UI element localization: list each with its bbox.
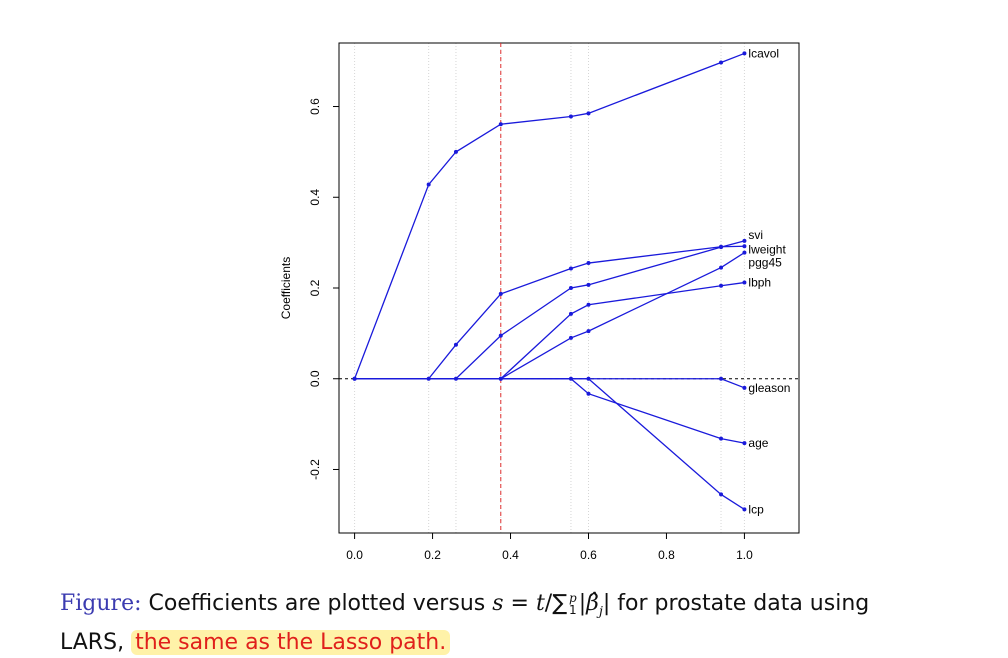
x-tick-label-2: 0.4 [502, 548, 519, 562]
y-axis-title: Coefficients [279, 257, 293, 319]
series-lcavol-point-4 [568, 114, 573, 119]
x-tick-label-4: 0.8 [658, 548, 675, 562]
series-pgg45-point-5 [742, 250, 747, 255]
series-lcp-point-1 [586, 376, 591, 381]
series-age-point-3 [719, 436, 724, 441]
series-label-age: age [748, 436, 768, 450]
series-lcavol-point-3 [498, 122, 503, 127]
caption-line-1: Figure: Coefficients are plotted versus … [60, 588, 1004, 627]
series-pgg45-point-4 [719, 265, 724, 270]
y-tick-label-4: 0.6 [308, 98, 322, 115]
series-lcavol-point-6 [719, 60, 724, 65]
x-tick-label-0: 0.0 [346, 548, 363, 562]
series-svi-point-3 [568, 286, 573, 290]
formula-s: s [492, 591, 504, 616]
series-svi-point-2 [498, 333, 503, 338]
caption-line-2: LARS, the same as the Lasso path. [60, 627, 1004, 658]
caption-text-before: Coefficients are plotted versus [141, 591, 493, 616]
series-age-point-2 [586, 391, 591, 396]
series-lweight-point-3 [498, 291, 503, 296]
caption-line2-start: LARS, [60, 630, 132, 656]
x-axis: 0.0 0.2 0.4 0.6 0.8 1.0 [346, 533, 753, 562]
series-lweight-point-5 [586, 261, 591, 266]
series-label-pgg45: pgg45 [748, 256, 782, 270]
series-svi-point-6 [742, 238, 747, 243]
x-tick-label-5: 1.0 [736, 548, 753, 562]
y-tick-label-3: 0.4 [308, 189, 322, 206]
caption-prefix: Figure: [60, 591, 142, 616]
series-age-point-4 [742, 441, 747, 446]
series-lbph-point-5 [742, 280, 747, 285]
series-gleason-point-2 [742, 385, 747, 390]
series-lcavol-point-7 [742, 51, 747, 56]
series-label-lcavol: lcavol [748, 46, 779, 60]
series-label-lbph: lbph [748, 276, 771, 290]
y-tick-label-2: 0.2 [308, 279, 322, 296]
series-pgg45-point-2 [568, 335, 573, 340]
series-gleason-point-1 [719, 376, 724, 381]
y-tick-label-1: 0.0 [308, 370, 322, 387]
series-lweight-point-2 [453, 342, 458, 347]
formula-t: t [535, 591, 545, 616]
series-label-svi: svi [748, 228, 763, 242]
formula-sum-lower: 1 [569, 603, 577, 617]
series-svi-line [354, 240, 745, 380]
series-layer [352, 51, 747, 512]
series-lbph-point-4 [719, 283, 724, 288]
formula-sum: ∑ [552, 591, 568, 616]
series-label-lweight: lweight [748, 242, 786, 256]
grid-layer [354, 43, 745, 533]
series-label-lcp: lcp [748, 502, 764, 516]
series-lcavol-point-2 [453, 149, 458, 154]
series-lcavol-point-5 [586, 111, 591, 116]
series-lcp-point-3 [742, 507, 747, 512]
y-axis: -0.2 0.0 0.2 0.4 0.6 [308, 98, 339, 480]
caption-text-after: for prostate data using [610, 591, 870, 616]
series-lweight-point-6 [719, 244, 724, 249]
series-gleason-line [354, 378, 745, 389]
formula-abs-close: | [602, 591, 611, 616]
y-tick-label-0: -0.2 [308, 459, 322, 480]
x-tick-label-1: 0.2 [424, 548, 441, 562]
formula-div: / [544, 591, 553, 616]
series-age-line [354, 378, 745, 444]
series-lcp-point-2 [719, 492, 724, 497]
formula-sum-upper: p [569, 591, 577, 605]
series-pgg45-line [354, 252, 745, 380]
formula-sub-j: j [598, 604, 603, 620]
series-pgg45-point-3 [586, 329, 591, 334]
series-label-gleason: gleason [748, 381, 790, 395]
series-lbph-point-3 [586, 302, 591, 307]
formula-abs: |β̂ [578, 591, 599, 616]
series-lcp-line [354, 378, 745, 510]
figure-caption: Figure: Coefficients are plotted versus … [60, 588, 1004, 658]
caption-highlight: the same as the Lasso path. [131, 630, 451, 656]
series-svi-point-4 [586, 282, 591, 287]
origin-point [352, 376, 357, 381]
series-lweight-line [354, 245, 745, 380]
series-lcavol-line [353, 52, 745, 379]
series-lbph-point-2 [568, 311, 573, 316]
formula-eq: = [503, 591, 536, 616]
series-lcavol-point-1 [426, 182, 431, 187]
series-lweight-point-7 [742, 244, 747, 249]
series-lbph-line [354, 281, 745, 380]
series-lweight-point-4 [568, 266, 573, 271]
x-tick-label-3: 0.6 [580, 548, 597, 562]
